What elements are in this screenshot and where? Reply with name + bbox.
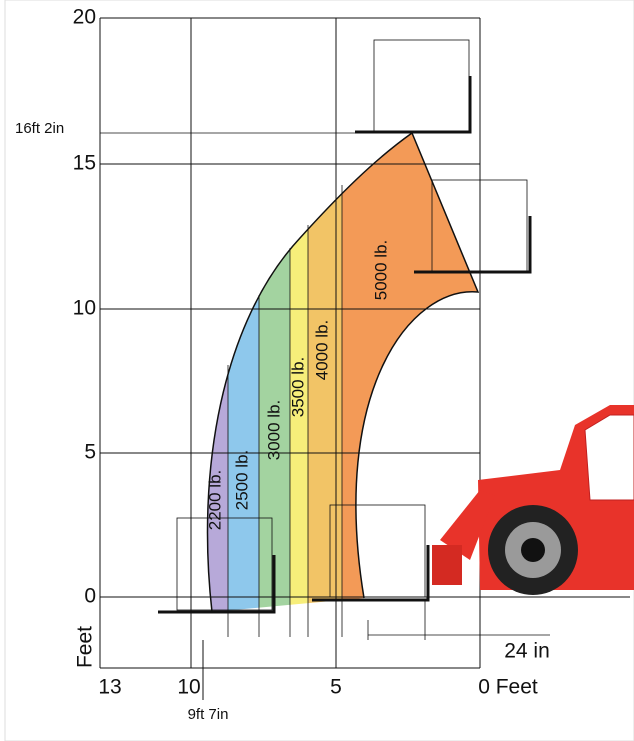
y-label: 15 <box>73 152 96 175</box>
zone-label: 3500 lb. <box>288 357 307 418</box>
y-label: 20 <box>73 6 96 29</box>
zone-label: 2500 lb. <box>232 450 251 511</box>
zone-label: 4000 lb. <box>312 320 331 381</box>
x-label: 13 <box>98 676 121 699</box>
x-label: 5 <box>330 676 342 699</box>
y-label: 10 <box>73 297 96 320</box>
max-height: 16ft 2in <box>15 120 64 137</box>
x-label: 0 Feet <box>478 676 538 699</box>
zone-label: 3000 lb. <box>264 400 283 461</box>
y-label: 0 <box>84 585 96 608</box>
zone-label: 5000 lb. <box>371 240 390 301</box>
reach: 9ft 7in <box>188 706 229 723</box>
offset: 24 in <box>504 640 550 663</box>
zone-label: 2200 lb. <box>205 470 224 531</box>
y-title: Feet <box>74 626 97 668</box>
x-label: 10 <box>177 676 200 699</box>
load-chart: 20 15 10 5 0 Feet 13 10 5 0 Feet 16ft 2i… <box>0 0 634 741</box>
y-label: 5 <box>84 441 96 464</box>
